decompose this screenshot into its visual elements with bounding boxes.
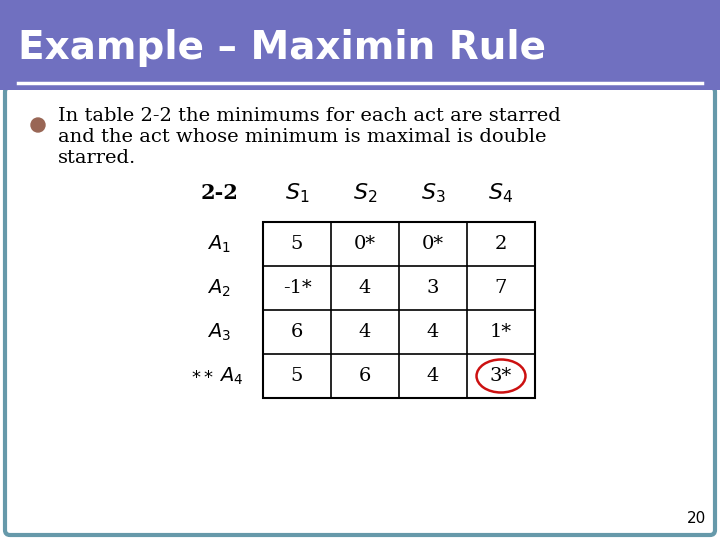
Text: 2-2: 2-2 [200,183,238,203]
Text: Example – Maximin Rule: Example – Maximin Rule [18,29,546,67]
Text: 4: 4 [359,323,372,341]
Text: $A_1$: $A_1$ [207,233,231,255]
FancyBboxPatch shape [5,87,715,535]
Text: 5: 5 [291,235,303,253]
Text: starred.: starred. [58,149,136,167]
Text: 4: 4 [359,279,372,297]
Text: 0*: 0* [422,235,444,253]
Text: 6: 6 [359,367,372,385]
Text: 3*: 3* [490,367,512,385]
Text: 3: 3 [427,279,439,297]
Text: 4: 4 [427,367,439,385]
Text: $A_4$: $A_4$ [219,366,243,387]
Text: $A_3$: $A_3$ [207,321,231,343]
Text: $A_2$: $A_2$ [207,278,231,299]
Text: and the act whose minimum is maximal is double: and the act whose minimum is maximal is … [58,128,546,146]
Text: 6: 6 [291,323,303,341]
Circle shape [31,118,45,132]
Bar [0,0,720,90]
Text: $S_1$: $S_1$ [284,181,310,205]
Text: 2: 2 [495,235,507,253]
Text: 4: 4 [427,323,439,341]
Text: $**$: $**$ [191,367,214,385]
Text: $S_4$: $S_4$ [488,181,513,205]
Text: 5: 5 [291,367,303,385]
Text: In table 2-2 the minimums for each act are starred: In table 2-2 the minimums for each act a… [58,107,561,125]
Text: -1*: -1* [283,279,311,297]
Text: 7: 7 [495,279,507,297]
Text: 20: 20 [687,511,706,526]
Text: 1*: 1* [490,323,512,341]
Bar [263,222,535,398]
Text: 0*: 0* [354,235,376,253]
Text: $S_2$: $S_2$ [353,181,377,205]
Text: $S_3$: $S_3$ [420,181,445,205]
